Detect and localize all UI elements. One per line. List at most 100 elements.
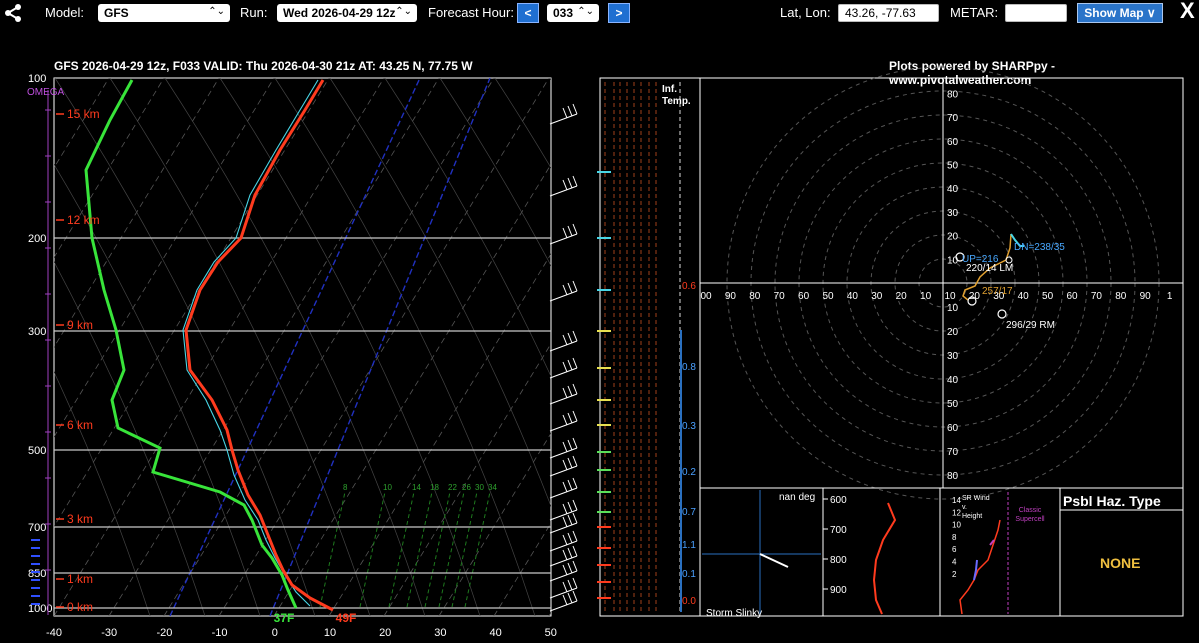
- dry-adiabat-line: [54, 163, 261, 616]
- wind-barb-flag: [572, 223, 578, 235]
- wind-barb-flag: [562, 503, 568, 515]
- hodograph-y-label: 70: [947, 113, 959, 124]
- hodograph-y-label: 20: [947, 327, 959, 338]
- surface-dewpoint-label: 37F: [274, 611, 295, 625]
- wind-barb-flag: [572, 357, 578, 369]
- wetbulb-profile: [182, 79, 319, 607]
- theta-value-label: 0.7: [682, 507, 696, 518]
- run-select[interactable]: Wed 2026-04-29 12z ⌃⌄: [277, 4, 417, 22]
- srwind-profile-mid: [973, 559, 978, 581]
- wind-barb-flag: [562, 534, 568, 546]
- hodograph-x-label: 80: [1115, 291, 1127, 302]
- show-map-button[interactable]: Show Map ∨: [1077, 3, 1163, 23]
- wind-barb-staff: [549, 555, 578, 567]
- metar-input[interactable]: [1005, 4, 1067, 22]
- wind-barb-staff: [549, 465, 578, 477]
- wind-barb-staff: [549, 367, 578, 379]
- wind-barb-staff: [549, 540, 578, 552]
- hazard-value: NONE: [1100, 555, 1141, 571]
- hodograph-lm-label: 220/14 LM: [966, 263, 1013, 274]
- hodograph-x-label: 10: [920, 291, 932, 302]
- srwind-height-label: 10: [952, 521, 961, 530]
- minus20-isotherm: [269, 78, 491, 616]
- wind-barb-staff: [549, 447, 578, 459]
- wind-barb-flag: [567, 359, 573, 371]
- srwind-title-3: Height: [962, 513, 982, 520]
- height-label: 12 km: [67, 213, 100, 227]
- mixing-ratio-label: 26: [462, 483, 471, 492]
- wind-barb-staff: [549, 290, 578, 302]
- isotherm-line: [54, 78, 330, 528]
- temp-tick-label: 40: [489, 627, 501, 639]
- hodograph-x-label: 80: [749, 291, 761, 302]
- wind-barb-staff: [549, 420, 578, 432]
- isotherm-line: [273, 163, 551, 616]
- mixing-ratio-line: [319, 491, 346, 608]
- wind-barb: [549, 437, 578, 459]
- isotherm-line: [493, 522, 551, 616]
- theta-value-label: 0.3: [682, 421, 696, 432]
- thetae-pressure-label: 600: [830, 495, 847, 506]
- wind-barb-flag: [567, 332, 573, 344]
- hodograph-x-label: 90: [1140, 291, 1152, 302]
- wind-barb-flag: [567, 457, 573, 469]
- pressure-label: 700: [28, 522, 46, 534]
- isotherm-line: [328, 253, 551, 616]
- temp-tick-label: -40: [46, 627, 62, 639]
- share-icon[interactable]: [4, 3, 22, 23]
- wind-barb-flag: [572, 530, 578, 542]
- srwind-height-label: 8: [952, 533, 957, 542]
- hodograph-y-label: 30: [947, 208, 959, 219]
- wind-barb-flag: [562, 334, 568, 346]
- wind-barb-flag: [567, 282, 573, 294]
- latlon-label: Lat, Lon:: [780, 5, 831, 20]
- wind-barb-flag: [572, 477, 578, 489]
- dry-adiabat-line: [384, 78, 551, 378]
- hodograph-y-label: 50: [947, 161, 959, 172]
- hodograph-y-label: 10: [947, 255, 959, 266]
- next-hour-button[interactable]: >: [608, 3, 630, 23]
- dewpoint-profile: [84, 79, 298, 609]
- wind-barb-flag: [572, 590, 578, 602]
- mixing-ratio-line: [464, 491, 491, 608]
- model-select[interactable]: GFS ⌃⌄: [98, 4, 230, 22]
- hodograph-up-label: UP=216: [962, 254, 999, 265]
- omega-label: OMEGA: [27, 87, 65, 98]
- isotherm-line: [54, 78, 55, 79]
- forecast-hour-select[interactable]: 033 ⌃⌄: [547, 4, 599, 22]
- hodograph-x-label: 60: [798, 291, 810, 302]
- hodograph-y-label: 50: [947, 399, 959, 410]
- wind-barb-flag: [567, 532, 573, 544]
- thetae-frame: [822, 487, 941, 617]
- temp-tick-label: -10: [212, 627, 228, 639]
- surface-temp-label: 49F: [336, 611, 357, 625]
- wind-barb-flag: [572, 103, 578, 115]
- mixing-ratio-label: 14: [412, 483, 421, 492]
- srwind-supercell-label: Classic: [1019, 507, 1042, 514]
- wind-barb: [549, 560, 578, 582]
- hodograph-y-label: 30: [947, 351, 959, 362]
- hodograph-y-label: 40: [947, 375, 959, 386]
- wind-barb: [549, 590, 578, 612]
- wind-barb-flag: [562, 549, 568, 561]
- wind-barb: [549, 280, 578, 302]
- slinky-vector: [759, 553, 789, 568]
- wind-barb-staff: [549, 113, 578, 125]
- close-icon[interactable]: X: [1180, 0, 1195, 23]
- hodograph-x-label: 30: [993, 291, 1005, 302]
- srwind-supercell-label-2: Supercell: [1015, 516, 1045, 523]
- temp-tick-label: 0: [272, 627, 278, 639]
- isotherm-line: [989, 78, 1199, 616]
- mixing-ratio-label: 10: [383, 483, 392, 492]
- right-mover-marker: [997, 309, 1007, 319]
- slinky-frame: [699, 487, 824, 617]
- hodograph-x-label: 40: [847, 291, 859, 302]
- prev-hour-button[interactable]: <: [517, 3, 539, 23]
- srwind-frame: [939, 487, 1061, 617]
- isotherm-line: [383, 342, 551, 616]
- latlon-input[interactable]: 43.26, -77.63: [838, 4, 939, 22]
- wind-barb-flag: [562, 481, 568, 493]
- mixing-ratio-label: 30: [475, 483, 484, 492]
- wind-barb-flag: [562, 179, 568, 191]
- dry-adiabat-line: [54, 78, 316, 616]
